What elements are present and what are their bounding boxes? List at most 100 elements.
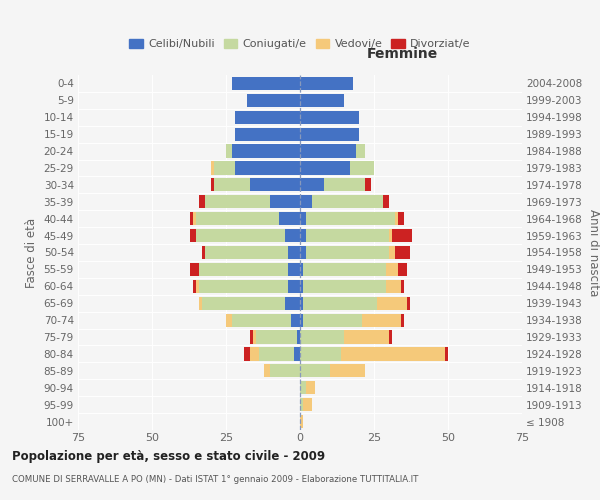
Bar bbox=[232, 77, 300, 90]
Bar bbox=[395, 212, 398, 226]
Bar bbox=[392, 229, 412, 242]
Bar bbox=[285, 229, 300, 242]
Bar bbox=[288, 246, 300, 259]
Bar bbox=[256, 330, 297, 344]
Bar bbox=[365, 178, 371, 192]
Bar bbox=[300, 195, 312, 208]
Bar bbox=[232, 144, 300, 158]
Bar bbox=[244, 348, 250, 360]
Bar bbox=[291, 314, 300, 326]
Bar bbox=[300, 162, 350, 174]
Bar bbox=[259, 348, 294, 360]
Bar bbox=[300, 348, 341, 360]
Bar bbox=[285, 296, 300, 310]
Bar bbox=[300, 110, 359, 124]
Bar bbox=[211, 178, 214, 192]
Bar bbox=[306, 381, 315, 394]
Bar bbox=[196, 229, 285, 242]
Bar bbox=[303, 398, 312, 411]
Bar bbox=[265, 364, 271, 378]
Bar bbox=[214, 162, 235, 174]
Bar bbox=[300, 246, 306, 259]
Bar bbox=[250, 330, 253, 344]
Bar bbox=[205, 195, 271, 208]
Bar bbox=[383, 195, 389, 208]
Bar bbox=[300, 178, 323, 192]
Bar bbox=[395, 246, 410, 259]
Bar bbox=[288, 263, 300, 276]
Bar bbox=[300, 364, 329, 378]
Bar bbox=[386, 280, 401, 293]
Bar bbox=[389, 330, 392, 344]
Bar bbox=[377, 296, 407, 310]
Bar bbox=[398, 263, 407, 276]
Legend: Celibi/Nubili, Coniugati/e, Vedovi/e, Divorziat/e: Celibi/Nubili, Coniugati/e, Vedovi/e, Di… bbox=[125, 34, 475, 54]
Bar bbox=[235, 162, 300, 174]
Bar bbox=[300, 280, 303, 293]
Bar bbox=[235, 128, 300, 141]
Bar bbox=[300, 144, 356, 158]
Bar bbox=[271, 195, 300, 208]
Bar bbox=[300, 212, 306, 226]
Bar bbox=[271, 364, 300, 378]
Bar bbox=[190, 212, 193, 226]
Text: COMUNE DI SERRAVALLE A PO (MN) - Dati ISTAT 1° gennaio 2009 - Elaborazione TUTTI: COMUNE DI SERRAVALLE A PO (MN) - Dati IS… bbox=[12, 475, 418, 484]
Bar bbox=[344, 330, 389, 344]
Bar bbox=[300, 229, 306, 242]
Bar bbox=[202, 246, 205, 259]
Bar bbox=[294, 348, 300, 360]
Y-axis label: Fasce di età: Fasce di età bbox=[25, 218, 38, 288]
Bar bbox=[193, 212, 196, 226]
Bar bbox=[389, 246, 395, 259]
Bar bbox=[199, 263, 288, 276]
Bar bbox=[350, 162, 374, 174]
Bar bbox=[341, 348, 445, 360]
Bar bbox=[205, 246, 288, 259]
Bar bbox=[312, 195, 383, 208]
Bar bbox=[202, 296, 285, 310]
Bar bbox=[235, 110, 300, 124]
Bar bbox=[303, 263, 386, 276]
Bar bbox=[323, 178, 365, 192]
Bar bbox=[300, 330, 344, 344]
Bar bbox=[300, 94, 344, 107]
Bar bbox=[362, 314, 401, 326]
Bar bbox=[407, 296, 410, 310]
Bar bbox=[300, 314, 303, 326]
Bar bbox=[190, 263, 199, 276]
Bar bbox=[196, 280, 199, 293]
Bar bbox=[389, 229, 392, 242]
Bar bbox=[226, 144, 232, 158]
Bar bbox=[445, 348, 448, 360]
Text: Popolazione per età, sesso e stato civile - 2009: Popolazione per età, sesso e stato civil… bbox=[12, 450, 325, 463]
Bar bbox=[226, 314, 232, 326]
Bar bbox=[329, 364, 365, 378]
Bar bbox=[401, 314, 404, 326]
Bar bbox=[306, 229, 389, 242]
Bar bbox=[214, 178, 250, 192]
Bar bbox=[297, 330, 300, 344]
Bar bbox=[250, 178, 300, 192]
Bar bbox=[279, 212, 300, 226]
Bar bbox=[247, 94, 300, 107]
Bar bbox=[386, 263, 398, 276]
Bar bbox=[398, 212, 404, 226]
Bar bbox=[306, 212, 395, 226]
Bar bbox=[303, 314, 362, 326]
Bar bbox=[232, 314, 291, 326]
Bar bbox=[300, 128, 359, 141]
Bar bbox=[300, 415, 303, 428]
Bar bbox=[300, 398, 303, 411]
Y-axis label: Anni di nascita: Anni di nascita bbox=[587, 209, 599, 296]
Bar bbox=[196, 212, 279, 226]
Bar bbox=[303, 280, 386, 293]
Bar bbox=[288, 280, 300, 293]
Bar bbox=[300, 296, 303, 310]
Bar bbox=[250, 348, 259, 360]
Bar bbox=[253, 330, 256, 344]
Bar bbox=[356, 144, 365, 158]
Bar bbox=[199, 195, 205, 208]
Bar bbox=[306, 246, 389, 259]
Bar bbox=[193, 280, 196, 293]
Bar bbox=[300, 381, 306, 394]
